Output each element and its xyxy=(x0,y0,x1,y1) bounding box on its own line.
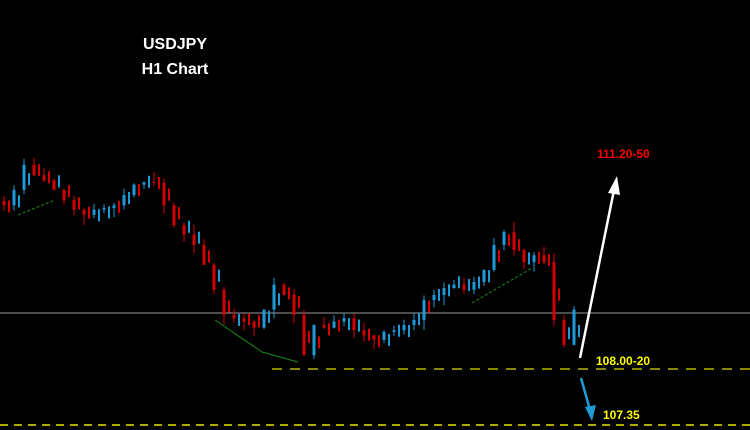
candle-body xyxy=(92,209,96,215)
candle-body xyxy=(252,321,256,328)
candle-body xyxy=(262,309,266,328)
candle-body xyxy=(152,182,156,184)
candle-body xyxy=(32,164,36,176)
candle-body xyxy=(532,255,536,263)
candle-body xyxy=(242,318,246,322)
candle-body xyxy=(72,200,76,210)
candle-body xyxy=(142,182,146,185)
candle-body xyxy=(452,284,456,289)
candle-body xyxy=(502,232,506,245)
candle-body xyxy=(122,195,126,206)
candle-body xyxy=(232,314,236,319)
upper-target-label: 111.20-50 xyxy=(597,147,650,161)
candle-body xyxy=(422,300,426,320)
candle-body xyxy=(192,234,196,245)
candle-body xyxy=(172,205,176,226)
candle-body xyxy=(552,262,556,320)
candle-body xyxy=(312,325,316,356)
candle-body xyxy=(342,318,346,322)
candle-body xyxy=(52,180,56,190)
candle-body xyxy=(462,284,466,290)
candle-body xyxy=(442,288,446,295)
down-arrow-head-icon xyxy=(585,405,596,421)
candle-body xyxy=(572,309,576,345)
candle-body xyxy=(362,330,366,336)
candle-body xyxy=(482,269,486,283)
chart-title: USDJPY xyxy=(142,36,208,53)
candle-body xyxy=(102,207,106,210)
candle-body xyxy=(202,244,206,265)
candle-body xyxy=(302,314,306,356)
candle-body xyxy=(132,184,136,196)
candle-body xyxy=(42,175,46,181)
candle-body xyxy=(352,318,356,331)
chart-subtitle: H1 Chart xyxy=(141,61,209,78)
candle-body xyxy=(472,282,476,290)
down-arrow-icon xyxy=(579,377,592,411)
candle-body xyxy=(562,319,566,345)
candle-body xyxy=(292,294,296,315)
candle-body xyxy=(512,232,516,251)
candle-body xyxy=(492,244,496,270)
candle-body xyxy=(162,182,166,206)
trendline xyxy=(261,351,299,363)
up-arrow-icon xyxy=(578,189,616,359)
candle-body xyxy=(372,335,376,340)
candle-body xyxy=(112,205,116,208)
candle-body xyxy=(322,325,326,328)
candle-body xyxy=(392,330,396,332)
candle-body xyxy=(542,255,546,263)
candle-body xyxy=(12,189,16,206)
candle-body xyxy=(402,325,406,331)
candle-body xyxy=(432,294,436,301)
support-label: 108.00-20 xyxy=(596,354,651,368)
candle-body xyxy=(22,164,26,190)
trendline xyxy=(214,319,263,353)
up-arrow-head-icon xyxy=(608,176,620,195)
candle-body xyxy=(2,201,6,206)
trendline xyxy=(471,267,533,304)
trendline xyxy=(17,199,56,216)
candle-body xyxy=(412,319,416,326)
candle-body xyxy=(62,189,66,201)
candle-body xyxy=(522,250,526,263)
candle-body xyxy=(272,284,276,310)
lower-target-label: 107.35 xyxy=(603,408,640,422)
candle-body xyxy=(82,209,86,215)
candle-body xyxy=(382,331,386,340)
candle-body xyxy=(332,321,336,328)
candle-body xyxy=(182,225,186,235)
candle-body xyxy=(212,264,216,290)
candle-body xyxy=(282,284,286,295)
candle-body xyxy=(222,289,226,315)
